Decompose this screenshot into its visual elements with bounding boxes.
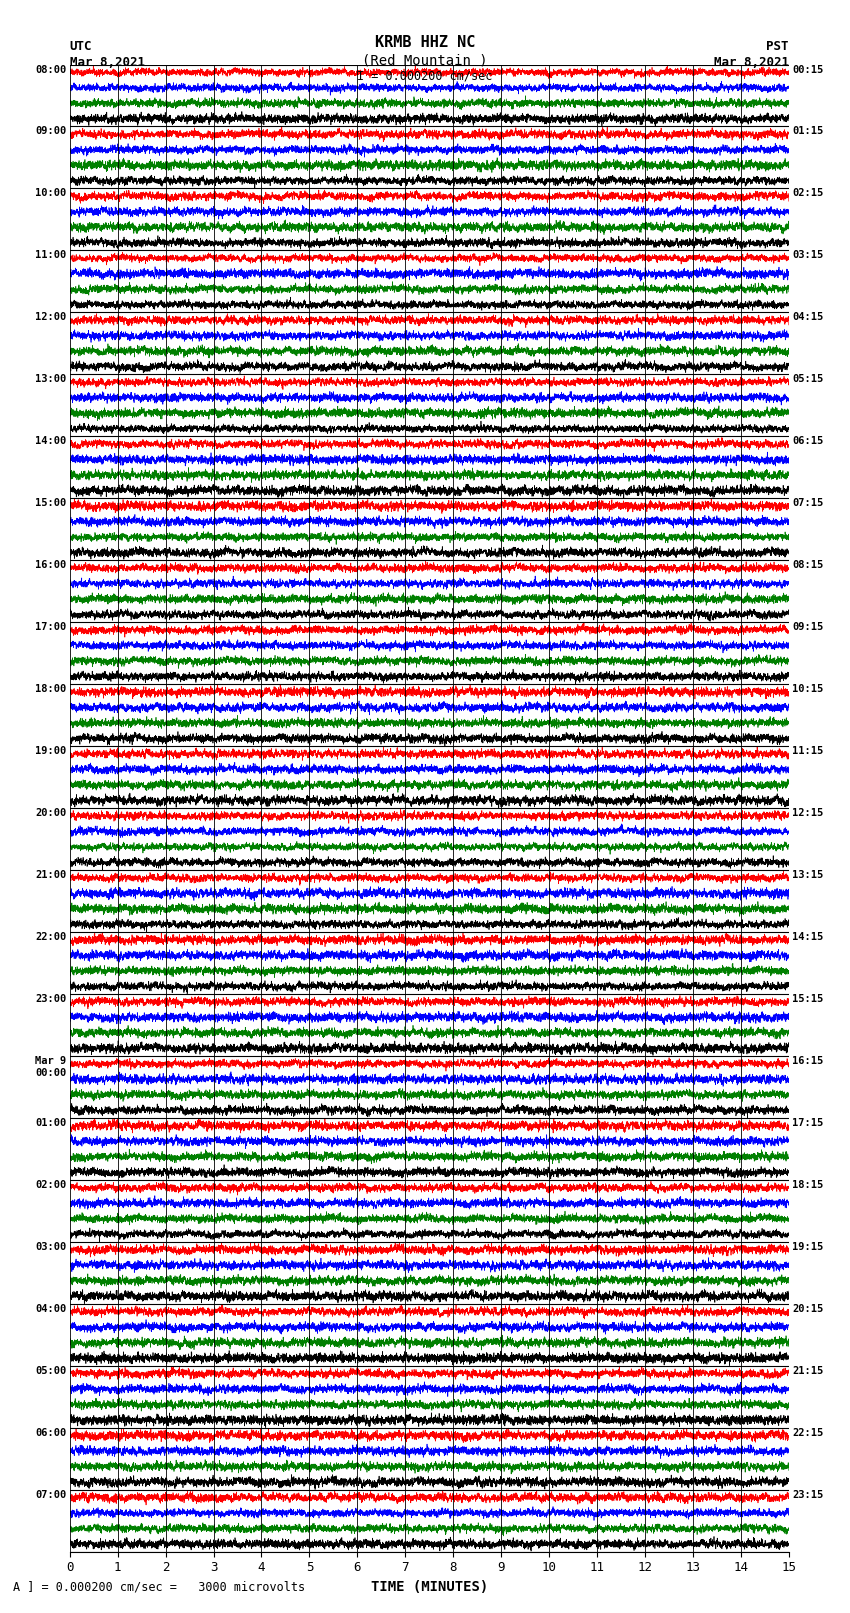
Text: 07:00: 07:00	[35, 1490, 66, 1500]
Text: 22:00: 22:00	[35, 932, 66, 942]
Text: 09:00: 09:00	[35, 126, 66, 137]
Text: 00:15: 00:15	[792, 65, 824, 74]
Text: 16:00: 16:00	[35, 560, 66, 571]
Text: Mar 9
00:00: Mar 9 00:00	[35, 1057, 66, 1077]
Text: 20:00: 20:00	[35, 808, 66, 818]
Text: 11:15: 11:15	[792, 747, 824, 756]
Text: 01:00: 01:00	[35, 1118, 66, 1127]
Text: 15:00: 15:00	[35, 498, 66, 508]
Text: 04:00: 04:00	[35, 1303, 66, 1315]
Text: A ] = 0.000200 cm/sec =   3000 microvolts: A ] = 0.000200 cm/sec = 3000 microvolts	[13, 1581, 305, 1594]
Text: 13:15: 13:15	[792, 869, 824, 881]
Text: 10:00: 10:00	[35, 189, 66, 198]
Text: 16:15: 16:15	[792, 1057, 824, 1066]
Text: 21:15: 21:15	[792, 1366, 824, 1376]
Text: 06:00: 06:00	[35, 1428, 66, 1437]
Text: 06:15: 06:15	[792, 436, 824, 447]
Text: 17:15: 17:15	[792, 1118, 824, 1127]
Text: 21:00: 21:00	[35, 869, 66, 881]
Text: 18:00: 18:00	[35, 684, 66, 694]
Text: 10:15: 10:15	[792, 684, 824, 694]
Text: Mar 8,2021: Mar 8,2021	[714, 56, 789, 69]
Text: 13:00: 13:00	[35, 374, 66, 384]
Text: 11:00: 11:00	[35, 250, 66, 260]
Text: 19:15: 19:15	[792, 1242, 824, 1252]
Text: 08:00: 08:00	[35, 65, 66, 74]
Text: 03:15: 03:15	[792, 250, 824, 260]
Text: 12:15: 12:15	[792, 808, 824, 818]
Text: PST: PST	[767, 40, 789, 53]
Text: 09:15: 09:15	[792, 623, 824, 632]
Text: 05:00: 05:00	[35, 1366, 66, 1376]
Text: 20:15: 20:15	[792, 1303, 824, 1315]
Text: 22:15: 22:15	[792, 1428, 824, 1437]
Text: Mar 8,2021: Mar 8,2021	[70, 56, 144, 69]
Text: KRMB HHZ NC: KRMB HHZ NC	[375, 35, 475, 50]
Text: 07:15: 07:15	[792, 498, 824, 508]
Text: 18:15: 18:15	[792, 1181, 824, 1190]
Text: 14:15: 14:15	[792, 932, 824, 942]
Text: 23:15: 23:15	[792, 1490, 824, 1500]
Text: 19:00: 19:00	[35, 747, 66, 756]
Text: I = 0.000200 cm/sec: I = 0.000200 cm/sec	[357, 69, 493, 82]
Text: 01:15: 01:15	[792, 126, 824, 137]
Text: 02:00: 02:00	[35, 1181, 66, 1190]
X-axis label: TIME (MINUTES): TIME (MINUTES)	[371, 1581, 488, 1594]
Text: 14:00: 14:00	[35, 436, 66, 447]
Text: 05:15: 05:15	[792, 374, 824, 384]
Text: 04:15: 04:15	[792, 313, 824, 323]
Text: 17:00: 17:00	[35, 623, 66, 632]
Text: 02:15: 02:15	[792, 189, 824, 198]
Text: (Red Mountain ): (Red Mountain )	[362, 53, 488, 68]
Text: 15:15: 15:15	[792, 994, 824, 1003]
Text: 03:00: 03:00	[35, 1242, 66, 1252]
Text: UTC: UTC	[70, 40, 92, 53]
Text: 23:00: 23:00	[35, 994, 66, 1003]
Text: 12:00: 12:00	[35, 313, 66, 323]
Text: 08:15: 08:15	[792, 560, 824, 571]
